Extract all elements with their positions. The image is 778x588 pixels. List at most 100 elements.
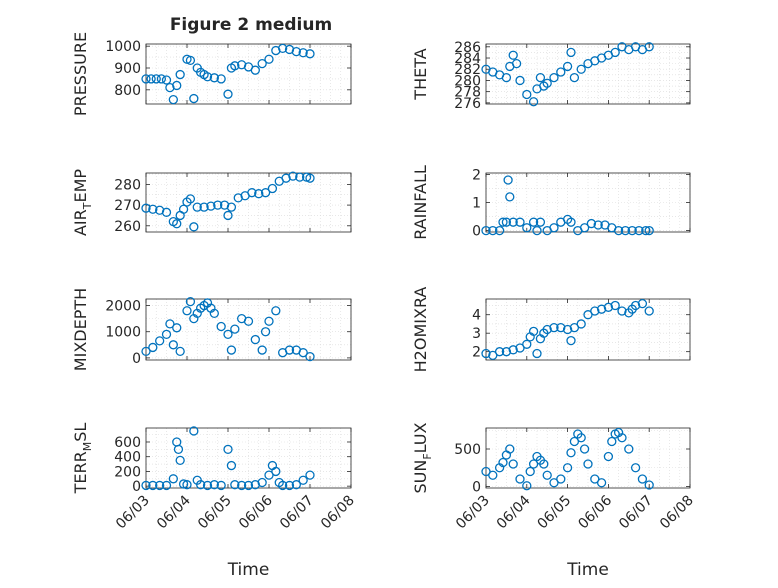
data-point	[216, 321, 226, 332]
y-axis-label: H2OMIXRA	[411, 287, 430, 373]
y-axis-label-tail: LUX	[411, 422, 430, 453]
data-point	[202, 480, 213, 491]
data-point	[549, 323, 559, 333]
data-point	[590, 306, 600, 316]
data-point	[535, 72, 546, 83]
y-axis-label-main: RAINFALL	[411, 165, 430, 240]
data-point	[281, 173, 291, 183]
subplot-pressure: 800 900 1000 PRESSURE	[71, 32, 352, 116]
data-point	[226, 202, 237, 212]
data-point	[644, 480, 654, 490]
data-point	[161, 480, 172, 491]
data-point	[250, 65, 260, 75]
data-point	[542, 78, 552, 88]
data-point	[525, 466, 535, 477]
y-tick-label: 284	[454, 51, 481, 67]
data-point	[501, 217, 512, 227]
subplot-air_temp: 260 270 280 AIRTEMP	[71, 169, 352, 236]
data-point	[637, 298, 648, 309]
x-tick-label: 06/03	[453, 493, 493, 533]
data-point	[630, 463, 641, 473]
data-point	[305, 351, 315, 362]
axes-box	[485, 298, 691, 361]
y-axis-label-tail: EMP	[71, 169, 90, 203]
data-point	[178, 479, 189, 489]
y-tick-label: 0	[132, 479, 141, 495]
data-point	[196, 480, 206, 490]
data-point	[522, 481, 532, 491]
data-point	[216, 74, 226, 84]
y-axis-label-main: AIR	[71, 209, 90, 236]
x-tick-label: 06/05	[195, 493, 235, 533]
y-tick-label: 1	[472, 196, 481, 212]
data-point	[257, 477, 267, 488]
x-tick-label: 06/08	[318, 493, 358, 533]
x-tick-label: 06/07	[277, 493, 317, 533]
data-point	[161, 329, 172, 339]
data-point	[148, 342, 158, 353]
y-tick-label: 4	[472, 308, 481, 324]
y-tick-label: 200	[114, 464, 141, 480]
data-point	[610, 300, 620, 311]
data-point	[596, 304, 607, 314]
data-point	[566, 47, 576, 58]
axes-box	[145, 43, 352, 105]
y-axis-label: AIRTEMP	[71, 169, 94, 236]
data-point	[515, 75, 525, 86]
data-point	[219, 200, 230, 210]
data-point	[494, 225, 505, 236]
axes-box	[485, 43, 691, 105]
data-point	[590, 474, 600, 484]
data-point	[168, 340, 178, 350]
data-point	[617, 306, 627, 316]
data-point	[620, 225, 631, 236]
data-point	[243, 316, 254, 326]
y-tick-label: 1000	[105, 325, 141, 341]
figure-title: Figure 2 medium	[170, 15, 332, 35]
y-tick-label: 270	[114, 198, 141, 214]
data-point	[637, 474, 648, 484]
y-axis-label: RAINFALL	[411, 165, 430, 240]
axes-box	[145, 298, 352, 361]
data-point	[501, 347, 512, 357]
x-tick-label: 06/04	[154, 492, 194, 532]
data-point	[172, 80, 182, 91]
data-point	[501, 72, 512, 83]
data-point	[488, 225, 498, 236]
x-axis-label: Time	[227, 560, 270, 580]
data-point	[250, 334, 260, 345]
data-point	[155, 205, 165, 215]
data-point	[566, 217, 576, 227]
y-tick-label: 278	[454, 85, 481, 101]
data-point	[243, 480, 254, 491]
axes-box	[145, 172, 352, 233]
data-point	[508, 345, 518, 355]
subplot-sun_flux: 0 500 SUNFLUX 06/03 06/04 06/05 06/06 06/07 06/0…	[411, 422, 697, 580]
data-point	[209, 73, 219, 83]
data-point	[226, 460, 237, 471]
data-point	[624, 444, 634, 454]
data-point	[192, 202, 202, 212]
series-markers	[481, 175, 654, 236]
data-point	[206, 201, 216, 211]
data-point	[182, 480, 192, 490]
y-tick-label: 2	[472, 167, 481, 183]
data-point	[630, 300, 641, 311]
data-point	[488, 470, 498, 480]
grid	[145, 428, 352, 488]
data-point	[189, 93, 199, 104]
data-point	[295, 172, 305, 182]
data-point	[155, 336, 165, 346]
data-point	[503, 175, 513, 185]
data-point	[161, 207, 172, 217]
data-point	[556, 474, 566, 484]
y-tick-label: 280	[114, 177, 141, 193]
y-axis-label-subscript: F	[421, 453, 434, 459]
data-point	[298, 48, 308, 58]
data-point	[209, 308, 219, 319]
data-point	[284, 345, 295, 355]
data-point	[230, 61, 240, 71]
data-point	[603, 302, 614, 312]
data-point	[481, 348, 491, 359]
